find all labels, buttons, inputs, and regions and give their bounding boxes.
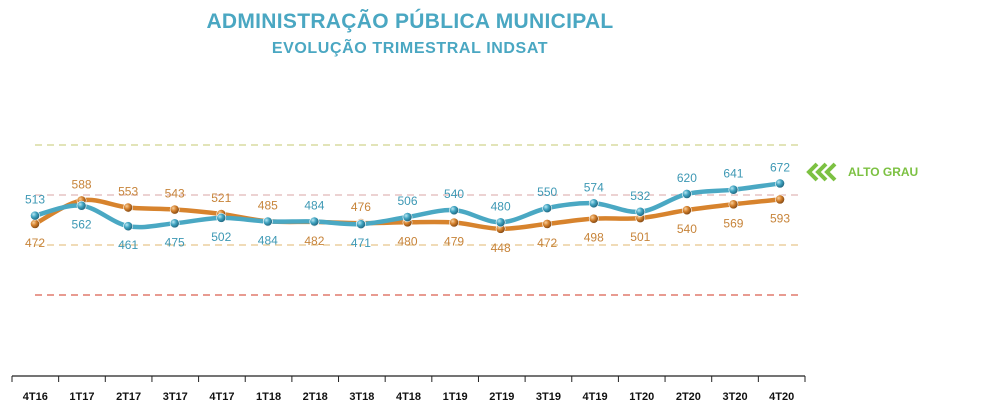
- chevron-left-icon: [815, 162, 828, 182]
- data-label-orange: 480: [397, 234, 417, 248]
- data-label-orange: 540: [677, 222, 697, 236]
- x-tick-label: 1T19: [443, 391, 468, 403]
- chevron-left-icon: [824, 162, 837, 182]
- data-point-blue: [262, 216, 273, 227]
- x-tick-label: 2T19: [489, 391, 514, 403]
- data-point-orange: [30, 219, 40, 229]
- data-label-orange: 553: [118, 185, 138, 199]
- chart-title: ADMINISTRAÇÃO PÚBLICA MUNICIPAL: [206, 10, 614, 33]
- data-label-orange: 482: [304, 234, 324, 248]
- data-point-blue: [449, 205, 459, 216]
- data-label-orange: 543: [165, 187, 185, 201]
- data-labels: 513 472 562 588 461 553 475 543 502 521 484 485 484 4…: [25, 160, 790, 254]
- data-point-blue: [169, 218, 180, 229]
- x-tick-label: 3T18: [349, 391, 374, 403]
- data-point-orange: [169, 204, 180, 215]
- x-axis: 4T16 1T17 2T17 3T17 4T17 1T18 2T18 3T18 4T18 1T19…: [11, 375, 806, 403]
- x-tick-label: 1T18: [256, 391, 281, 403]
- chart-subtitle: EVOLUÇÃO TRIMESTRAL INDSAT: [271, 40, 549, 57]
- data-label-orange: 485: [258, 198, 278, 212]
- data-label-blue: 513: [25, 193, 45, 207]
- x-tick-label: 4T18: [396, 391, 421, 403]
- data-point-blue: [356, 219, 366, 230]
- data-label-orange: 588: [72, 177, 92, 191]
- data-point-blue: [588, 198, 599, 209]
- data-point-blue: [681, 189, 692, 199]
- x-tick-label: 4T19: [583, 391, 608, 403]
- x-tick-label: 2T20: [676, 391, 701, 403]
- data-label-blue: 641: [723, 167, 743, 181]
- data-point-blue: [775, 178, 785, 189]
- data-point-orange: [542, 219, 553, 229]
- data-label-blue: 550: [537, 185, 557, 199]
- data-label-blue: 540: [444, 187, 464, 201]
- x-tick-label: 3T17: [163, 391, 188, 403]
- data-point-orange: [449, 217, 459, 228]
- data-label-blue: 672: [770, 160, 790, 174]
- data-label-orange: 479: [444, 235, 464, 249]
- data-label-blue: 502: [211, 230, 231, 244]
- data-point-blue: [123, 221, 134, 232]
- x-tick-label: 3T20: [722, 391, 747, 403]
- x-tick-label: 4T16: [23, 391, 48, 403]
- data-label-blue: 506: [397, 194, 417, 208]
- data-label-orange: 472: [25, 236, 45, 250]
- data-label-blue: 471: [351, 236, 371, 250]
- data-label-blue: 484: [258, 233, 278, 247]
- x-tick-label: 4T17: [209, 391, 234, 403]
- alto-grau-label: ALTO GRAU: [848, 165, 918, 179]
- data-point-blue: [635, 206, 646, 217]
- data-label-orange: 501: [630, 230, 650, 244]
- data-point-blue: [542, 203, 553, 214]
- data-label-blue: 532: [630, 189, 650, 203]
- data-point-orange: [728, 199, 739, 210]
- data-label-orange: 593: [770, 211, 790, 225]
- data-label-orange: 521: [211, 191, 231, 205]
- chevron-left-icon: [806, 162, 819, 182]
- data-point-orange: [123, 202, 134, 213]
- data-label-orange: 498: [584, 231, 604, 245]
- data-point-blue: [216, 212, 227, 223]
- data-label-orange: 476: [351, 200, 371, 214]
- data-point-blue: [728, 184, 739, 195]
- guide-lines: [35, 144, 800, 296]
- data-point-blue: [495, 217, 506, 228]
- data-point-orange: [681, 205, 692, 216]
- x-tick-label: 2T17: [116, 391, 141, 403]
- x-tick-label: 2T18: [303, 391, 328, 403]
- data-label-blue: 475: [165, 235, 185, 249]
- x-tick-label: 3T19: [536, 391, 561, 403]
- data-label-blue: 480: [491, 199, 511, 213]
- data-label-orange: 472: [537, 236, 557, 250]
- data-point-blue: [76, 200, 87, 211]
- data-point-blue: [402, 212, 413, 222]
- data-label-blue: 484: [304, 198, 324, 212]
- data-label-orange: 569: [723, 216, 743, 230]
- data-point-blue: [30, 210, 40, 221]
- data-label-blue: 620: [677, 171, 697, 185]
- x-tick-label: 1T17: [69, 391, 94, 403]
- data-label-blue: 461: [118, 238, 138, 252]
- data-point-blue: [309, 216, 320, 227]
- data-point-orange: [588, 213, 599, 224]
- data-label-blue: 574: [584, 180, 604, 194]
- data-label-blue: 562: [72, 218, 92, 232]
- data-label-orange: 448: [491, 241, 511, 255]
- x-tick-label: 4T20: [769, 391, 794, 403]
- alto-grau-annotation: ALTO GRAU: [806, 162, 918, 182]
- x-tick-label: 1T20: [629, 391, 654, 403]
- data-point-orange: [775, 194, 785, 205]
- series-points: [30, 178, 785, 234]
